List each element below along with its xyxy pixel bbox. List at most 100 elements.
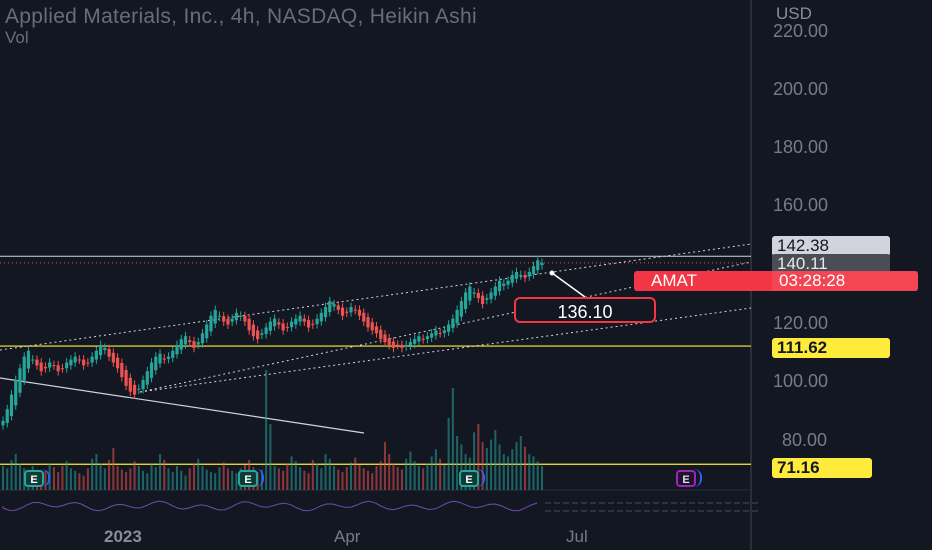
candle-body: [289, 321, 294, 328]
volume-bar: [439, 458, 442, 490]
symbol-price-badge: AMAT 03:28:28: [634, 271, 918, 291]
volume-bar: [443, 464, 446, 490]
candle-body: [158, 353, 162, 364]
volume-bar: [108, 460, 111, 490]
volume-bar: [133, 461, 136, 490]
volume-bar: [490, 439, 493, 490]
candle-body: [243, 316, 247, 322]
volume-bar: [205, 469, 208, 490]
candle-body: [353, 309, 357, 311]
candle-body: [107, 348, 111, 357]
volume-bar: [294, 461, 297, 490]
candle-body: [188, 340, 192, 343]
volume-bar: [82, 475, 85, 490]
volume-bar: [2, 466, 4, 490]
candle-body: [340, 307, 345, 316]
time-tick: Apr: [334, 527, 361, 546]
volume-bar: [434, 449, 437, 490]
candle-body: [260, 333, 264, 335]
volume-bar: [333, 466, 336, 490]
candle-body: [502, 283, 506, 286]
candle-body: [124, 370, 128, 386]
volume-bar: [481, 442, 484, 490]
candle-body: [205, 324, 209, 339]
currency-label[interactable]: USD: [776, 4, 812, 23]
candle-body: [430, 333, 434, 338]
candle-body: [128, 377, 132, 392]
volume-bar: [61, 466, 64, 490]
volume-bar: [142, 470, 145, 490]
candle-body: [154, 356, 158, 371]
candle-body: [434, 330, 438, 336]
volume-bar: [10, 460, 13, 490]
candle-body: [391, 341, 396, 348]
candle-body: [374, 326, 379, 334]
candle-body: [366, 317, 370, 328]
candle-body: [451, 318, 455, 329]
candle-body: [379, 329, 383, 340]
volume-bar: [358, 464, 361, 490]
candle-body: [510, 274, 514, 283]
earnings-marker[interactable]: E: [234, 469, 264, 489]
candle-body: [315, 318, 319, 325]
candle-body: [523, 275, 527, 278]
price-callout[interactable]: 136.10: [514, 297, 656, 323]
candle-body: [277, 322, 281, 325]
volume-bar: [231, 470, 234, 490]
volume-bar: [379, 461, 382, 490]
price-tick: 120.00: [773, 313, 829, 333]
candle-body: [447, 324, 451, 332]
volume-bar: [528, 454, 531, 490]
volume-bar: [350, 462, 353, 490]
candle-body: [362, 312, 366, 322]
volume-bar: [311, 460, 314, 490]
earnings-icon: E: [24, 470, 44, 487]
candle-body: [137, 388, 141, 390]
volume-bar: [226, 468, 229, 490]
volume-bar: [307, 473, 310, 490]
trend-line: [0, 377, 365, 434]
candle-body: [459, 301, 463, 317]
candle-body: [1, 420, 5, 426]
candle-body: [489, 292, 493, 300]
candle-body: [82, 359, 86, 366]
candle-body: [319, 312, 323, 322]
volume-bar: [184, 475, 187, 490]
candle-body: [14, 380, 18, 406]
support-level-label: 71.16: [772, 458, 872, 478]
volume-indicator-label[interactable]: Vol: [5, 28, 29, 47]
earnings-icon: E: [238, 470, 258, 487]
volume-bar: [337, 469, 340, 490]
candle-body: [39, 362, 43, 372]
candle-body: [18, 368, 22, 393]
volume-bar: [159, 454, 162, 490]
candle-body: [387, 338, 391, 345]
volume-bar: [460, 444, 463, 490]
earnings-marker[interactable]: E: [455, 469, 485, 489]
candle-body: [132, 384, 137, 395]
volume-bar: [422, 468, 425, 490]
volume-bar: [95, 454, 98, 490]
volume-bar: [14, 454, 17, 490]
volume-bar: [371, 473, 374, 490]
volume-bar: [366, 470, 369, 490]
candle-body: [497, 280, 502, 292]
earnings-arc-icon: [694, 469, 702, 487]
candle-body: [400, 344, 404, 348]
candle-body: [370, 322, 374, 331]
candle-body: [413, 339, 417, 344]
earnings-marker[interactable]: E: [20, 469, 50, 489]
volume-bar: [201, 466, 204, 490]
candle-body: [175, 344, 179, 355]
candle-body: [264, 327, 268, 335]
volume-bar: [91, 458, 94, 490]
volume-bar: [383, 442, 386, 490]
callout-anchor-dot: [549, 270, 555, 276]
candle-body: [251, 324, 256, 337]
candle-body: [531, 266, 536, 275]
volume-bar: [163, 460, 166, 490]
candle-body: [120, 362, 124, 378]
candle-body: [183, 336, 188, 345]
candle-body: [472, 292, 476, 294]
upcoming-earnings-marker[interactable]: E: [672, 469, 702, 489]
